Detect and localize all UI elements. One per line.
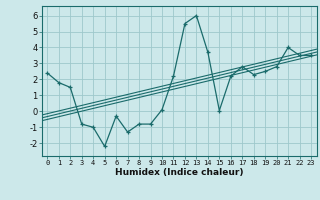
X-axis label: Humidex (Indice chaleur): Humidex (Indice chaleur) bbox=[115, 168, 244, 177]
